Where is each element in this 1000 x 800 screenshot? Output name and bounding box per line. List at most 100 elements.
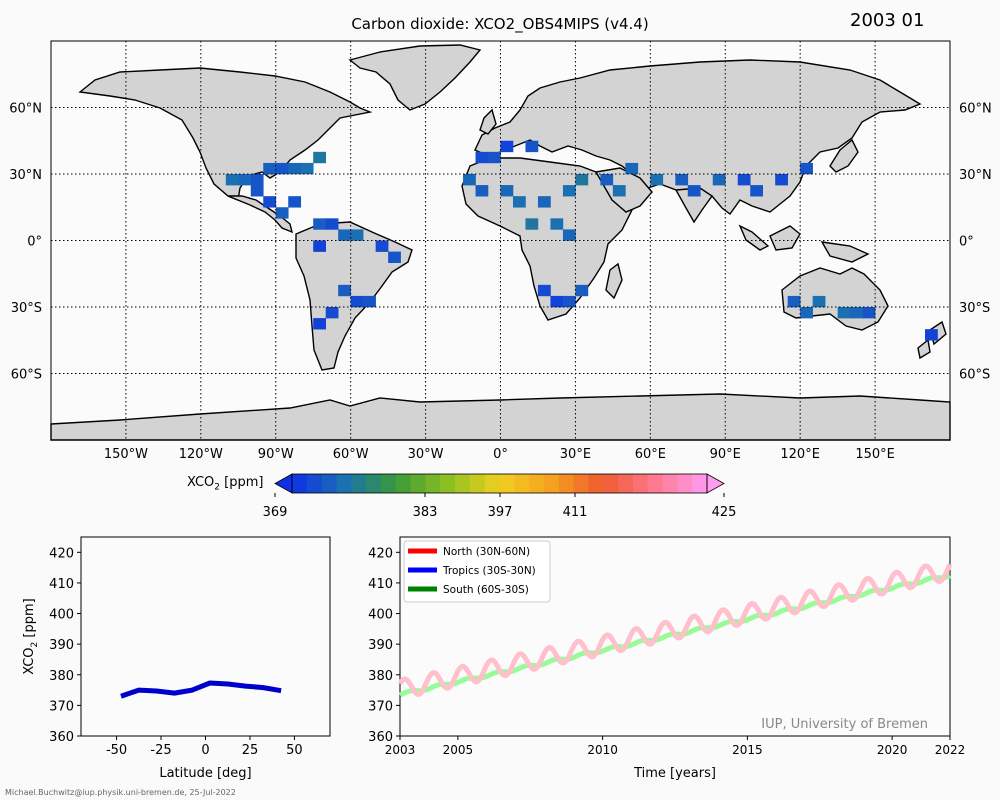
colorbar-swatch bbox=[321, 474, 337, 493]
colorbar-tick-label: 397 bbox=[488, 505, 513, 520]
colorbar-swatch bbox=[603, 474, 619, 493]
colorbar-label-unit: [ppm] bbox=[220, 475, 264, 490]
xco2-cell bbox=[562, 229, 576, 241]
y-tick-label: 390 bbox=[49, 638, 74, 653]
xco2-cell bbox=[512, 196, 526, 208]
colorbar-swatch bbox=[529, 474, 545, 493]
landmass-eurasia bbox=[474, 59, 922, 222]
y-tick-label: 380 bbox=[49, 669, 74, 684]
xco2-cell bbox=[338, 229, 351, 241]
x-tick-label: 2015 bbox=[732, 743, 763, 757]
y-tick-label: 410 bbox=[368, 577, 393, 592]
x-tick-label: 50 bbox=[286, 743, 303, 758]
y-axis-label: XCO2 [ppm] bbox=[22, 598, 40, 674]
footer-credit: Michael.Buchwitz@iup.physik.uni-bremen.d… bbox=[5, 788, 236, 797]
xco2-cell bbox=[338, 284, 351, 297]
xco2-cell bbox=[750, 185, 764, 197]
map-land-layer bbox=[50, 44, 951, 441]
colorbar-swatch bbox=[558, 474, 575, 493]
legend-label: South (60S-30S) bbox=[443, 584, 529, 596]
xco2-cell bbox=[300, 162, 314, 175]
xco2-cell bbox=[600, 174, 614, 186]
y-tick-label: 420 bbox=[368, 546, 393, 561]
colorbar-swatch bbox=[455, 474, 471, 493]
landmass-japan bbox=[829, 138, 859, 173]
colorbar-swatch bbox=[573, 474, 589, 493]
xco2-cell bbox=[225, 174, 239, 186]
xco2-cell bbox=[625, 162, 639, 175]
y-tick-label: 400 bbox=[49, 608, 74, 623]
xco2-cell bbox=[562, 295, 576, 308]
xco2-cell bbox=[375, 240, 389, 252]
xco2-cell bbox=[925, 329, 938, 341]
colorbar-swatch bbox=[588, 474, 604, 493]
x-tick-label: 2005 bbox=[443, 743, 474, 757]
xco2-cells-layer bbox=[225, 140, 938, 341]
legend-label: North (30N-60N) bbox=[443, 546, 530, 558]
legend-box bbox=[403, 540, 551, 603]
y-tick-label: 410 bbox=[49, 577, 74, 592]
xco2-cell bbox=[812, 295, 826, 308]
colorbar-tick-label: 369 bbox=[263, 505, 288, 520]
colorbar-label: XCO2 [ppm] bbox=[187, 475, 263, 493]
xco2-cell bbox=[575, 174, 589, 186]
map-lat-label-right: 30°S bbox=[959, 301, 990, 316]
colorbar-label-main: XCO bbox=[187, 475, 215, 490]
landmass-central-america bbox=[227, 195, 294, 234]
xco2-cell bbox=[850, 307, 863, 319]
xco2-map: 150°W 120°W 90°W 60°W 30°W 0° 30°E 60°E 90°E 120°… bbox=[9, 40, 992, 462]
xco2-cell bbox=[525, 218, 539, 230]
xco2-cell bbox=[675, 174, 689, 186]
y-tick-label: 390 bbox=[368, 638, 393, 653]
y-tick-label: 360 bbox=[368, 730, 393, 745]
colorbar-swatch bbox=[469, 474, 486, 493]
colorbar-swatch bbox=[484, 474, 500, 493]
colorbar-swatch bbox=[380, 474, 397, 493]
map-lon-label: 150°W bbox=[104, 447, 148, 462]
map-lon-label: 30°W bbox=[408, 447, 444, 462]
map-lat-label-right: 60°N bbox=[959, 102, 992, 117]
xco2-cell bbox=[712, 174, 726, 186]
colorbar-swatch bbox=[351, 474, 367, 493]
xco2-cell bbox=[388, 251, 401, 263]
xco2-cell bbox=[562, 185, 576, 197]
colorbar-swatch bbox=[514, 474, 530, 493]
colorbar-swatch bbox=[395, 474, 411, 493]
colorbar-tick-label: 425 bbox=[712, 505, 737, 520]
time-series-legend: North (30N-60N) Tropics (30S-30N) South (6… bbox=[403, 540, 551, 603]
colorbar-label-sub: 2 bbox=[214, 482, 221, 493]
xco2-cell bbox=[800, 307, 813, 319]
colorbar: 369 383 397 411 425 bbox=[263, 473, 737, 520]
xco2-cell bbox=[350, 295, 364, 308]
map-lon-label: 150°E bbox=[855, 447, 895, 462]
xco2-cell bbox=[313, 218, 326, 230]
y-tick-label: 400 bbox=[368, 608, 393, 623]
map-lon-label: 60°W bbox=[333, 447, 369, 462]
xco2-cell bbox=[775, 174, 788, 186]
map-lon-label: 90°E bbox=[710, 447, 741, 462]
xco2-cell bbox=[275, 207, 289, 219]
map-lat-label-left: 60°S bbox=[11, 368, 42, 383]
landmass-new-zealand-south bbox=[917, 338, 931, 360]
colorbar-swatch bbox=[425, 474, 441, 493]
xco2-cell bbox=[325, 218, 339, 230]
legend-label: Tropics (30S-30N) bbox=[442, 565, 536, 577]
xco2-cell bbox=[363, 295, 376, 308]
colorbar-swatch bbox=[647, 474, 663, 493]
xco2-cell bbox=[313, 151, 326, 164]
y-tick-label: 360 bbox=[49, 730, 74, 745]
colorbar-swatch bbox=[366, 474, 382, 493]
colorbar-swatch bbox=[618, 474, 634, 493]
xco2-cell bbox=[238, 174, 252, 186]
map-lat-label-right: 0° bbox=[959, 235, 974, 250]
chart-title: Carbon dioxide: XCO2_OBS4MIPS (v4.4) bbox=[351, 15, 649, 33]
xco2-cell bbox=[250, 185, 264, 197]
x-axis-label: Time [years] bbox=[633, 766, 716, 781]
xco2-cell bbox=[313, 318, 326, 330]
colorbar-swatches bbox=[274, 473, 725, 494]
map-lat-label-left: 30°N bbox=[9, 168, 42, 183]
colorbar-swatch bbox=[410, 474, 426, 493]
xco2-cell bbox=[475, 185, 489, 197]
xco2-cell bbox=[275, 162, 289, 175]
colorbar-swatch bbox=[692, 474, 708, 493]
